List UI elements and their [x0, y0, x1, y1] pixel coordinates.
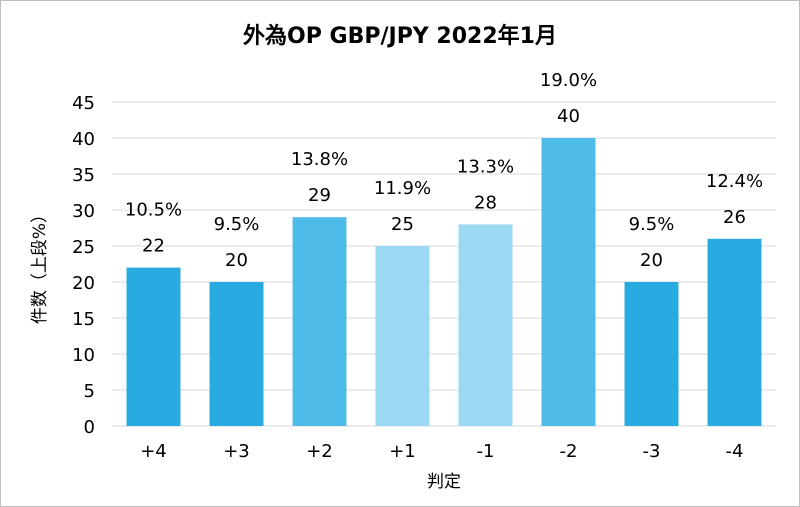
bar	[292, 217, 347, 426]
value-label: 28	[474, 192, 497, 213]
y-tick-label: 40	[72, 129, 95, 150]
y-axis-label: 件数（上段%）	[30, 206, 50, 324]
value-label: 20	[640, 250, 663, 271]
x-axis-label: 判定	[427, 472, 461, 492]
y-tick-label: 25	[72, 237, 95, 258]
x-tick-label: +2	[306, 441, 333, 462]
y-tick-label: 10	[72, 345, 95, 366]
bar	[126, 267, 181, 426]
percent-label: 10.5%	[125, 200, 182, 221]
percent-label: 19.0%	[540, 70, 597, 91]
bar	[209, 282, 264, 426]
x-tick-label: -2	[560, 441, 578, 462]
value-label: 22	[142, 236, 165, 257]
percent-label: 11.9%	[374, 178, 431, 199]
percent-label: 9.5%	[214, 214, 260, 235]
x-tick-label: -1	[477, 441, 495, 462]
x-tick-label: -3	[643, 441, 661, 462]
data-labels: 22 10.5% 20 9.5% 29 13.8% 25 11.9% 28 13.3% 40 19.0…	[125, 70, 763, 271]
value-label: 26	[723, 207, 746, 228]
chart-title: 外為OP GBP/JPY 2022年1月	[243, 24, 557, 49]
value-label: 25	[391, 214, 414, 235]
bar	[707, 238, 762, 426]
bar	[624, 282, 679, 426]
bar	[541, 138, 596, 426]
y-tick-label: 0	[84, 417, 95, 438]
bars	[126, 138, 762, 426]
percent-label: 13.8%	[291, 149, 348, 170]
x-tick-label: +3	[223, 441, 250, 462]
y-tick-label: 5	[84, 381, 95, 402]
percent-label: 9.5%	[629, 214, 675, 235]
x-tick-label: -4	[726, 441, 744, 462]
percent-label: 12.4%	[706, 171, 763, 192]
value-label: 40	[557, 106, 580, 127]
bar	[375, 246, 430, 426]
y-tick-label: 45	[72, 93, 95, 114]
x-tick-label: +4	[140, 441, 167, 462]
x-tick-labels: +4 +3 +2 +1 -1 -2 -3 -4	[140, 441, 743, 462]
value-label: 20	[225, 250, 248, 271]
y-tick-label: 35	[72, 165, 95, 186]
bar	[458, 224, 513, 426]
y-tick-label: 20	[72, 273, 95, 294]
percent-label: 13.3%	[457, 156, 514, 177]
y-tick-label: 15	[72, 309, 95, 330]
x-tick-label: +1	[389, 441, 416, 462]
y-tick-label: 30	[72, 201, 95, 222]
value-label: 29	[308, 185, 331, 206]
y-tick-labels: 0 5 10 15 20 25 30 35 40 45	[72, 93, 95, 438]
